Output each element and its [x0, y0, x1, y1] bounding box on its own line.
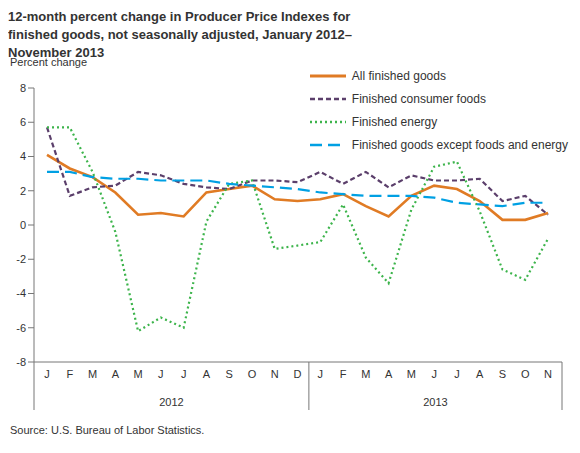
svg-text:J: J [181, 368, 187, 380]
svg-text:-8: -8 [16, 356, 26, 368]
svg-text:O: O [248, 368, 257, 380]
svg-text:-2: -2 [16, 253, 26, 265]
svg-text:J: J [454, 368, 460, 380]
html-text:All finished goods: All finished goods [351, 68, 446, 83]
svg-text:4: 4 [20, 150, 26, 162]
svg-text:D: D [294, 368, 302, 380]
svg-text:2: 2 [20, 185, 26, 197]
html-text:Finished consumer foods: Finished consumer foods [351, 91, 486, 106]
svg-text:N: N [544, 368, 552, 380]
svg-text:A: A [385, 368, 393, 380]
html-text:Percent change: Percent change [10, 56, 88, 68]
html-text:12-month percent change in Pro: 12-month percent change in Producer Pric… [8, 9, 352, 60]
svg-text:J: J [44, 368, 50, 380]
svg-text:0: 0 [20, 219, 26, 231]
html-text:Finished goods except foods an: Finished goods except foods and energy [351, 137, 568, 152]
svg-text:A: A [112, 368, 120, 380]
svg-text:N: N [271, 368, 279, 380]
svg-text:M: M [361, 368, 370, 380]
svg-text:M: M [88, 368, 97, 380]
svg-text:J: J [318, 368, 324, 380]
svg-text:S: S [226, 368, 233, 380]
svg-text:A: A [476, 368, 484, 380]
svg-text:F: F [340, 368, 347, 380]
svg-text:8: 8 [20, 82, 26, 94]
html-text:Finished energy: Finished energy [351, 114, 438, 129]
svg-text:F: F [66, 368, 73, 380]
svg-text:M: M [407, 368, 416, 380]
svg-text:J: J [431, 368, 437, 380]
svg-text:S: S [499, 368, 506, 380]
html-text:Source: U.S. Bureau of Labor S: Source: U.S. Bureau of Labor Statistics. [10, 424, 205, 436]
svg-text:J: J [158, 368, 164, 380]
svg-text:2013: 2013 [423, 396, 447, 408]
svg-text:O: O [521, 368, 530, 380]
svg-text:M: M [134, 368, 143, 380]
svg-text:2012: 2012 [159, 396, 183, 408]
svg-text:-6: -6 [16, 322, 26, 334]
svg-text:-4: -4 [16, 287, 26, 299]
svg-text:6: 6 [20, 116, 26, 128]
svg-text:A: A [203, 368, 211, 380]
